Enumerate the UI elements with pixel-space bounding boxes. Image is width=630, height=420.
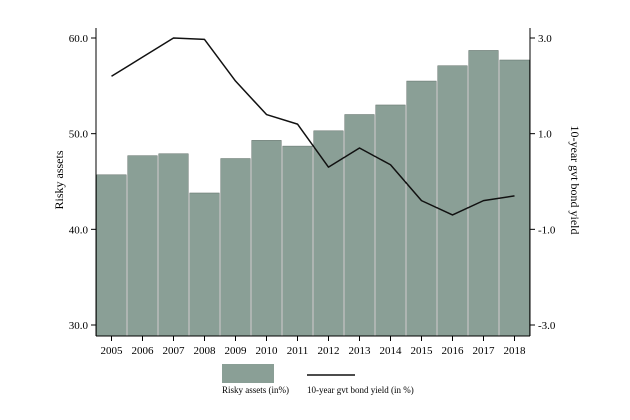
x-tick-label: 2005 bbox=[101, 345, 124, 357]
x-tick-label: 2013 bbox=[349, 345, 372, 357]
right-tick-label: 3.0 bbox=[538, 33, 552, 45]
bar-2014 bbox=[375, 104, 406, 337]
bar-2009 bbox=[220, 158, 251, 337]
x-tick-label: 2017 bbox=[473, 345, 496, 357]
x-tick-label: 2011 bbox=[287, 345, 309, 357]
bar-2017 bbox=[468, 50, 499, 337]
x-tick-label: 2016 bbox=[442, 345, 465, 357]
axes bbox=[95, 28, 531, 337]
legend-swatch-bars bbox=[222, 364, 274, 383]
yield-line bbox=[111, 37, 515, 216]
x-tick-label: 2018 bbox=[504, 345, 527, 357]
right-axis-title: 10-year gvt bond yield bbox=[568, 126, 582, 235]
left-tick-label: 30.0 bbox=[69, 320, 89, 332]
bar-2012 bbox=[313, 130, 344, 337]
bar-2010 bbox=[251, 140, 282, 337]
right-tick-label: -1.0 bbox=[538, 224, 556, 236]
bar-series bbox=[96, 50, 530, 337]
line-series bbox=[111, 37, 515, 216]
bar-2013 bbox=[344, 114, 375, 337]
bar-2005 bbox=[96, 174, 127, 337]
bar-2016 bbox=[437, 65, 468, 337]
x-tick-label: 2014 bbox=[380, 345, 403, 357]
left-tick-label: 60.0 bbox=[69, 33, 89, 45]
legend: Risky assets (in%) 10-year gvt bond yiel… bbox=[222, 364, 414, 395]
x-tick-label: 2007 bbox=[163, 345, 186, 357]
left-axis-title: Risky assets bbox=[52, 150, 66, 209]
legend-label-line: 10-year gvt bond yield (in %) bbox=[307, 385, 414, 395]
bar-2011 bbox=[282, 145, 313, 337]
x-tick-label: 2009 bbox=[225, 345, 248, 357]
right-tick-label: -3.0 bbox=[538, 320, 556, 332]
x-tick-label: 2012 bbox=[318, 345, 340, 357]
legend-label-bars: Risky assets (in%) bbox=[222, 385, 289, 395]
left-tick-label: 50.0 bbox=[69, 129, 89, 141]
x-tick-label: 2008 bbox=[194, 345, 217, 357]
x-tick-label: 2015 bbox=[411, 345, 434, 357]
bar-2008 bbox=[189, 192, 220, 337]
bar-2007 bbox=[158, 153, 189, 337]
x-tick-label: 2006 bbox=[132, 345, 155, 357]
ticks: 60.0 50.0 40.0 30.0 3.0 1.0 -1.0 -3.0 2005 2006 20… bbox=[69, 33, 556, 357]
bar-2006 bbox=[127, 155, 158, 337]
right-tick-label: 1.0 bbox=[538, 129, 552, 141]
x-tick-label: 2010 bbox=[256, 345, 279, 357]
left-tick-label: 40.0 bbox=[69, 224, 89, 236]
bar-2015 bbox=[406, 80, 437, 337]
